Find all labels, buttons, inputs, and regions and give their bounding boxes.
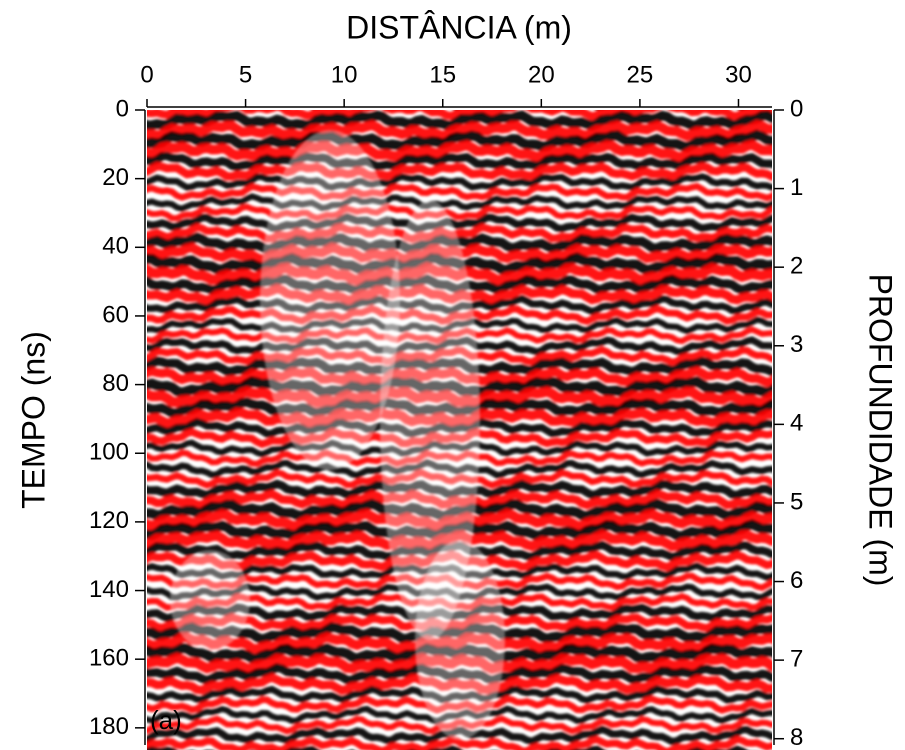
band (147, 735, 772, 750)
band (147, 110, 772, 131)
y2-tick-label: 5 (790, 488, 803, 515)
annotation: (a) (150, 705, 182, 735)
band (147, 232, 772, 255)
y2-tick-label: 7 (790, 645, 803, 672)
x-tick-label: 15 (429, 61, 456, 88)
noise-zone (380, 200, 480, 640)
band (147, 203, 772, 222)
y-tick-label: 0 (116, 95, 129, 122)
x-tick-label: 25 (627, 61, 654, 88)
band (147, 161, 772, 181)
x-axis-label: DISTÂNCIA (m) (346, 9, 572, 45)
y2-tick-label: 2 (790, 253, 803, 280)
band (147, 110, 772, 121)
y-tick-label: 40 (102, 233, 129, 260)
band (147, 139, 772, 163)
y-tick-label: 180 (89, 713, 129, 740)
y-tick-label: 100 (89, 439, 129, 466)
x-tick-label: 0 (140, 61, 153, 88)
y-tick-label: 20 (102, 164, 129, 191)
noise-zone (260, 130, 400, 470)
y2-tick-label: 4 (790, 410, 803, 437)
band (147, 212, 772, 234)
y2-axis-label: PROFUNDIDADE (m) (863, 274, 899, 587)
x-tick-label: 5 (239, 61, 252, 88)
x-tick-label: 10 (331, 61, 358, 88)
y-tick-label: 160 (89, 645, 129, 672)
band (147, 151, 772, 172)
noise-zone (170, 550, 250, 650)
noise-zone (415, 540, 505, 740)
y2-tick-label: 6 (790, 567, 803, 594)
band (147, 223, 772, 243)
band (147, 193, 772, 212)
radargram (142, 84, 777, 750)
band (147, 173, 772, 191)
y-tick-label: 60 (102, 301, 129, 328)
y-tick-label: 120 (89, 507, 129, 534)
y2-tick-label: 0 (790, 95, 803, 122)
y2-tick-label: 8 (790, 724, 803, 750)
band (147, 182, 772, 202)
y-tick-label: 80 (102, 370, 129, 397)
band (142, 84, 777, 96)
band (147, 129, 772, 153)
x-tick-label: 20 (528, 61, 555, 88)
y-tick-label: 140 (89, 576, 129, 603)
y-axis-label: TEMPO (ns) (15, 331, 51, 509)
y2-tick-label: 3 (790, 331, 803, 358)
band (147, 119, 772, 142)
y2-tick-label: 1 (790, 174, 803, 201)
band (456, 110, 744, 111)
x-tick-label: 30 (725, 61, 752, 88)
